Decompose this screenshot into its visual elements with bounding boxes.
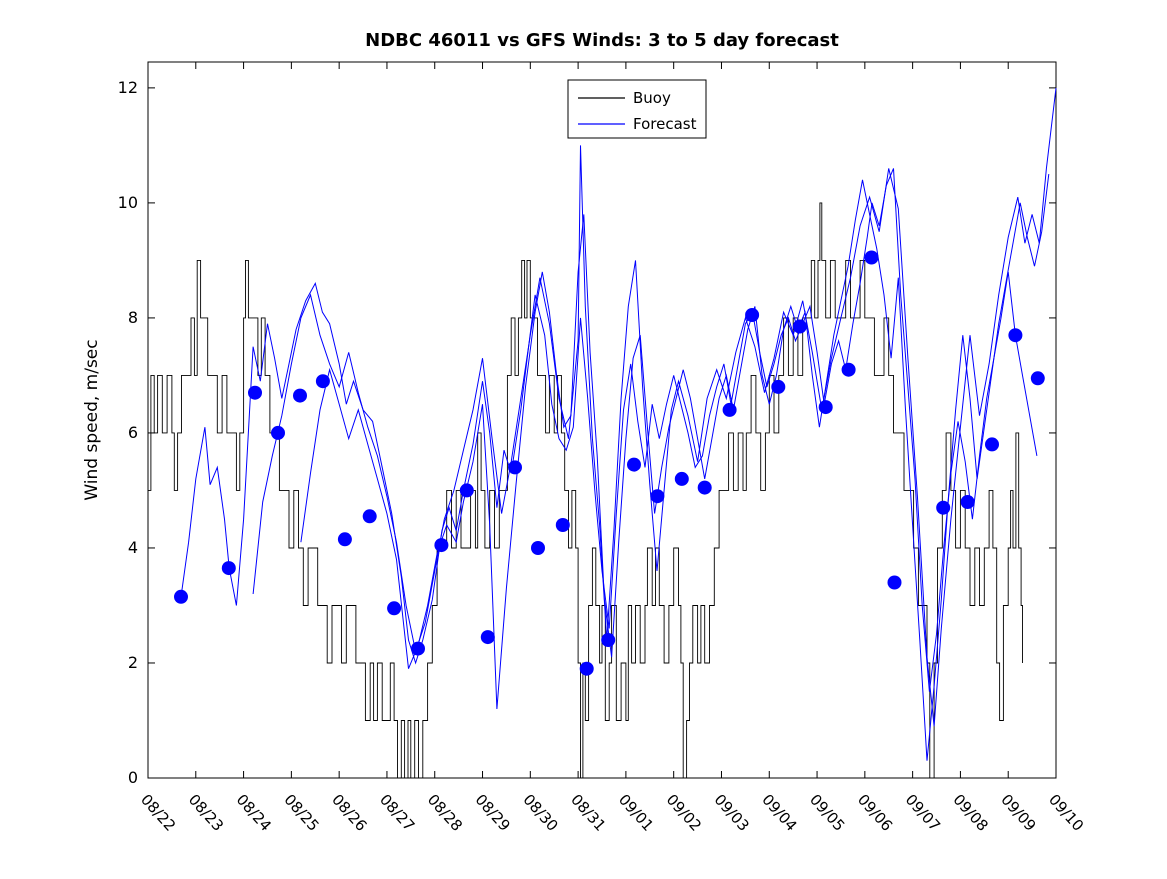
x-tick-label: 09/01 bbox=[615, 791, 657, 835]
forecast-marker-dot bbox=[771, 379, 786, 394]
forecast-marker-dot bbox=[271, 425, 285, 440]
x-tick-label: 08/30 bbox=[519, 791, 561, 835]
y-tick-label: 4 bbox=[128, 538, 138, 557]
forecast-marker-dot bbox=[362, 509, 377, 524]
legend-label-buoy: Buoy bbox=[633, 89, 671, 107]
y-tick-label: 10 bbox=[118, 193, 138, 212]
legend-box bbox=[567, 79, 707, 139]
x-tick-label: 09/09 bbox=[997, 791, 1039, 835]
x-tick-label: 09/02 bbox=[663, 791, 705, 835]
forecast-marker-dot bbox=[411, 641, 425, 656]
forecast-marker-dot bbox=[697, 480, 712, 495]
forecast-marker-dot bbox=[627, 457, 641, 472]
x-tick-label: 08/29 bbox=[472, 791, 514, 835]
forecast-marker-dot bbox=[337, 532, 352, 547]
y-axis-label: Wind speed, m/sec bbox=[82, 339, 102, 500]
forecast-marker-dot bbox=[841, 362, 856, 377]
forecast-marker-dot bbox=[174, 589, 188, 604]
x-tick-label: 08/26 bbox=[328, 791, 370, 835]
forecast-marker-dot bbox=[1008, 328, 1023, 343]
forecast-marker-dot bbox=[722, 402, 737, 417]
forecast-marker-dot bbox=[579, 661, 594, 676]
chart-title: NDBC 46011 vs GFS Winds: 3 to 5 day fore… bbox=[365, 30, 839, 51]
x-tick-label: 09/06 bbox=[854, 791, 896, 835]
forecast-marker-dot bbox=[508, 460, 522, 475]
forecast-marker-dot bbox=[480, 630, 495, 645]
y-tick-label: 6 bbox=[128, 423, 138, 442]
forecast-marker-dot bbox=[745, 308, 760, 322]
forecast-series-line-1 bbox=[180, 168, 1038, 692]
y-tick-label: 8 bbox=[128, 308, 138, 327]
x-tick-label: 09/10 bbox=[1045, 791, 1087, 835]
forecast-marker-dot bbox=[960, 495, 975, 509]
x-tick-label: 09/04 bbox=[758, 791, 800, 835]
forecast-marker-dot bbox=[792, 319, 807, 334]
forecast-marker-dot bbox=[315, 374, 330, 389]
x-tick-label: 09/07 bbox=[902, 791, 944, 835]
forecast-marker-dot bbox=[818, 400, 833, 415]
x-tick-label: 08/27 bbox=[376, 791, 418, 835]
forecast-series-line-2 bbox=[252, 87, 1057, 727]
legend: Buoy Forecast bbox=[567, 79, 707, 139]
legend-label-forecast: Forecast bbox=[633, 115, 697, 133]
forecast-marker-dot bbox=[674, 471, 689, 486]
plot-area: 08/22 08/23 08/24 08/25 08/26 08/27 08/28 08/29… bbox=[118, 61, 1087, 835]
forecast-marker-dot bbox=[1030, 371, 1045, 386]
y-tick-label: 0 bbox=[128, 768, 138, 787]
x-tick-label: 08/23 bbox=[185, 791, 227, 835]
forecast-marker-dot bbox=[601, 633, 616, 647]
x-tick-label: 09/05 bbox=[806, 791, 848, 835]
forecast-marker-dot bbox=[248, 385, 262, 400]
x-tick-label: 08/24 bbox=[233, 791, 275, 835]
forecast-marker-dot bbox=[864, 250, 879, 265]
x-tick-label: 08/25 bbox=[280, 791, 322, 835]
x-tick-label: 08/31 bbox=[567, 791, 609, 835]
buoy-series-line bbox=[148, 202, 1023, 779]
forecast-series-line-3 bbox=[300, 174, 1050, 761]
forecast-marker-dot bbox=[887, 575, 902, 590]
forecast-marker-dot bbox=[459, 483, 474, 498]
x-tick-label: 08/28 bbox=[424, 791, 466, 835]
forecast-marker-dot bbox=[221, 561, 236, 576]
x-tick-label: 09/03 bbox=[711, 791, 753, 835]
axes-box bbox=[147, 61, 1057, 779]
forecast-marker-dot bbox=[434, 538, 449, 553]
forecast-marker-dot bbox=[387, 601, 402, 616]
forecast-marker-dot bbox=[650, 489, 665, 504]
forecast-marker-dot bbox=[555, 518, 570, 532]
y-tick-label: 12 bbox=[118, 78, 138, 97]
x-tick-label: 08/22 bbox=[137, 791, 179, 835]
forecast-marker-dot bbox=[293, 388, 307, 403]
y-tick-label: 2 bbox=[128, 653, 138, 672]
forecast-marker-dot bbox=[531, 541, 545, 555]
x-tick-label: 09/08 bbox=[949, 791, 991, 835]
forecast-marker-dot bbox=[936, 500, 951, 515]
forecast-marker-dot bbox=[985, 437, 999, 452]
